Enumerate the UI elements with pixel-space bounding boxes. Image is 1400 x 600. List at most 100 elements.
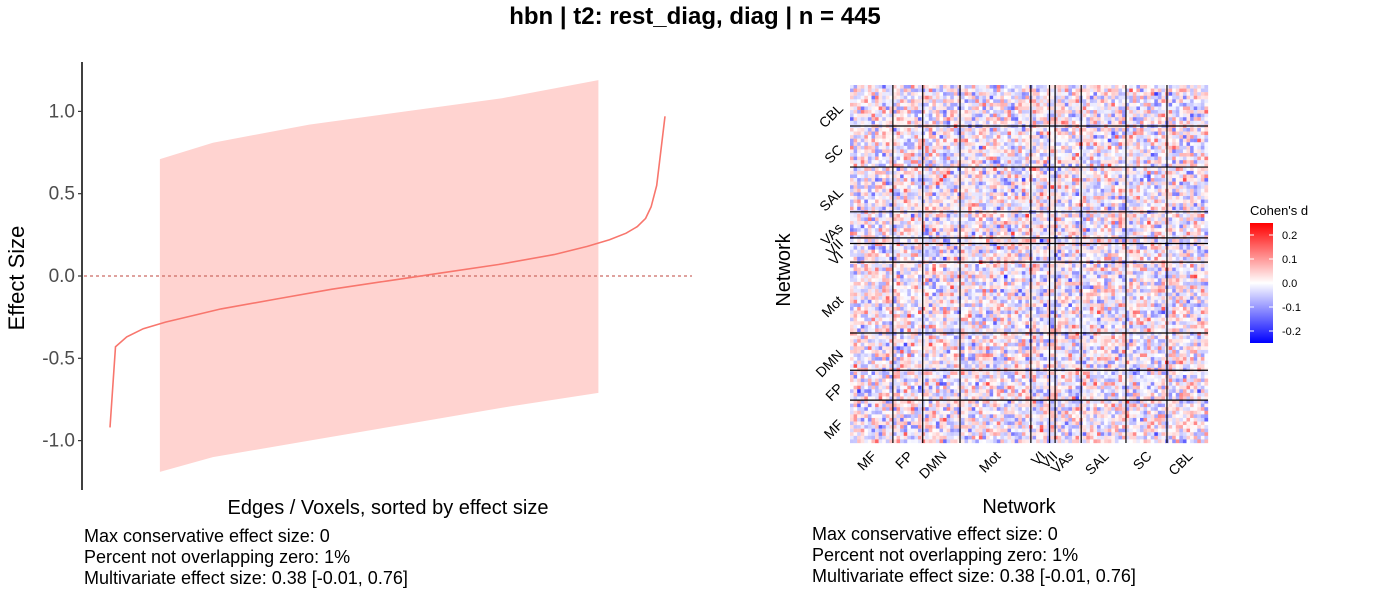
heatmap-cell [993,170,997,175]
heatmap-cell [882,127,886,132]
heatmap-cell [960,242,965,247]
heatmap-cell [1071,195,1076,200]
heatmap-cell [1097,160,1101,164]
heatmap-cell [925,117,929,121]
heatmap-cell [857,249,861,254]
heatmap-cell [1054,127,1058,132]
heatmap-cell [1161,249,1166,254]
heatmap-cell [1014,131,1019,136]
heatmap-cell [903,102,908,107]
heatmap-cell [1021,120,1026,125]
heatmap-cell [1068,99,1073,104]
heatmap-cell [857,231,861,236]
heatmap-cell [978,231,983,236]
heatmap-cell [1118,238,1123,243]
heatmap-cell [1054,110,1058,114]
heatmap-cell [910,99,915,104]
heatmap-cell [1111,235,1116,240]
heatmap-cell [1046,99,1051,104]
heatmap-cell [950,224,954,229]
heatmap-cell [860,185,865,189]
heatmap-cell [1172,88,1176,93]
heatmap-cell [964,120,969,125]
heatmap-cell [1064,149,1069,154]
heatmap-cell [1168,138,1173,143]
heatmap-cell [1036,153,1040,157]
heatmap-cell [935,170,940,175]
heatmap-cell [1111,163,1116,168]
heatmap-cell [928,153,933,157]
heatmap-cell [928,95,933,100]
heatmap-cell [932,228,937,232]
heatmap-cell [1097,253,1101,257]
heatmap-cell [1107,249,1112,254]
heatmap-cell [1197,206,1201,211]
heatmap-cell [1107,131,1112,136]
heatmap-cell [964,153,969,157]
heatmap-cell [871,85,876,89]
heatmap-cell [860,131,865,136]
heatmap-cell [1161,99,1166,104]
heatmap-cell [935,95,940,100]
heatmap-cell [1068,195,1073,200]
heatmap-cell [1061,88,1065,93]
heatmap-cell [1190,167,1194,172]
heatmap-cell [1021,253,1026,257]
heatmap-cell [1179,106,1184,111]
heatmap-cell [1011,246,1015,250]
heatmap-cell [1021,235,1026,240]
heatmap-cell [864,88,869,93]
heatmap-cell [896,221,901,225]
heatmap-cell [1114,160,1119,164]
heatmap-cell [939,170,944,175]
heatmap-cell [875,174,879,179]
heatmap-cell [964,221,969,225]
heatmap-cell [1068,221,1073,225]
heatmap-cell [864,246,869,250]
heatmap-cell [939,228,944,232]
heatmap-cell [1107,181,1112,186]
heatmap-cell [878,224,883,229]
heatmap-cell [932,131,937,136]
heatmap-cell [896,156,901,161]
heatmap-cell [1082,102,1087,107]
heatmap-cell [889,174,894,179]
heatmap-cell [1036,217,1040,222]
heatmap-cell [1061,181,1065,186]
heatmap-cell [1089,170,1094,175]
heatmap-cell [1129,142,1133,147]
heatmap-cell [1011,85,1015,89]
heatmap-cell [1150,92,1155,96]
heatmap-cell [853,120,858,125]
heatmap-cell [1143,149,1148,154]
heatmap-cell [1025,85,1030,89]
heatmap-cell [900,102,904,107]
heatmap-cell [1161,231,1166,236]
heatmap-cell [882,238,886,243]
heatmap-cell [953,203,958,207]
heatmap-cell [871,102,876,107]
heatmap-cell [996,170,1001,175]
heatmap-cell [914,249,919,254]
heatmap-cell [1064,256,1069,261]
heatmap-cell [885,217,890,222]
heatmap-cell [1011,231,1015,236]
heatmap-cell [903,217,908,222]
heatmap-cell [1118,153,1123,157]
heatmap-cell [1064,127,1069,132]
heatmap-cell [1097,102,1101,107]
heatmap-cell [1025,106,1030,111]
heatmap-cell [867,221,872,225]
heatmap-cell [857,106,861,111]
heatmap-cell [1139,224,1144,229]
heatmap-cell [1089,206,1094,211]
heatmap-cell [989,217,994,222]
heatmap-cell [1036,228,1040,232]
heatmap-cell [1200,92,1205,96]
heatmap-cell [1068,249,1073,254]
heatmap-cell [921,174,926,179]
heatmap-cell [850,224,854,229]
heatmap-cell [871,178,876,182]
heatmap-cell [1046,106,1051,111]
heatmap-cell [1111,242,1116,247]
